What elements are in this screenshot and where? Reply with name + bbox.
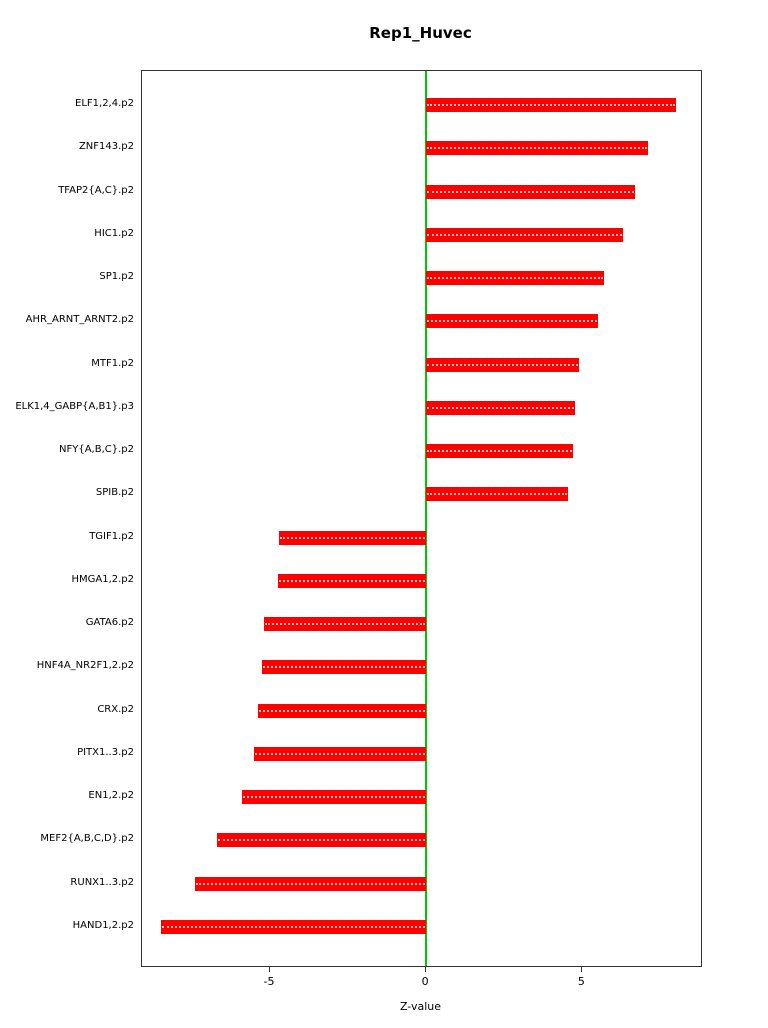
y-tick-label: EN1,2.p2 bbox=[88, 790, 134, 801]
bar bbox=[277, 573, 427, 588]
bar-centerline bbox=[427, 233, 622, 236]
bar bbox=[426, 314, 598, 329]
y-tick-label: CRX.p2 bbox=[97, 703, 134, 715]
bar bbox=[426, 227, 623, 242]
y-tick-label: RUNX1..3.p2 bbox=[70, 876, 134, 888]
y-tick-label: SPIB.p2 bbox=[95, 487, 134, 499]
bar bbox=[160, 919, 427, 934]
bar bbox=[262, 660, 427, 675]
y-tick-label: ELK1,4_GABP{A,B1}.p3 bbox=[15, 400, 134, 412]
bar-centerline bbox=[263, 666, 426, 669]
y-tick-label: HAND1,2.p2 bbox=[72, 919, 134, 931]
y-tick-label: PITX1..3.p2 bbox=[77, 746, 134, 758]
y-tick-label: TFAP2{A,C}.p2 bbox=[58, 184, 134, 196]
bar-centerline bbox=[258, 709, 426, 712]
bar bbox=[426, 184, 636, 199]
bar-centerline bbox=[427, 320, 597, 323]
bar bbox=[195, 876, 427, 891]
bar bbox=[216, 833, 427, 848]
y-tick-label: HIC1.p2 bbox=[94, 227, 134, 239]
bar bbox=[426, 271, 605, 285]
x-axis-title: Z-value bbox=[399, 1000, 442, 1013]
bar-centerline bbox=[196, 882, 426, 885]
bar-centerline bbox=[161, 925, 426, 928]
y-tick-label: MTF1.p2 bbox=[91, 357, 134, 369]
bar bbox=[279, 530, 427, 545]
bar bbox=[426, 444, 573, 458]
x-tick-label: 5 bbox=[577, 975, 585, 988]
y-tick-label: MEF2{A,B,C,D}.p2 bbox=[40, 833, 134, 845]
bar-centerline bbox=[427, 493, 568, 496]
y-tick-label: AHR_ARNT_ARNT2.p2 bbox=[25, 314, 134, 326]
bar-centerline bbox=[278, 579, 426, 582]
bar bbox=[426, 141, 648, 156]
x-tick-label: 0 bbox=[421, 975, 429, 988]
bar-centerline bbox=[427, 147, 647, 150]
y-tick-label: SP1.p2 bbox=[99, 271, 134, 282]
x-tick-mark bbox=[268, 966, 270, 972]
bar bbox=[263, 617, 427, 631]
bar bbox=[426, 400, 575, 415]
x-tick-mark bbox=[424, 966, 426, 972]
bar-centerline bbox=[427, 406, 574, 409]
bar bbox=[257, 703, 427, 718]
y-tick-label: GATA6.p2 bbox=[85, 617, 134, 628]
bar-centerline bbox=[427, 450, 572, 452]
bar-centerline bbox=[280, 536, 426, 539]
bar-centerline bbox=[217, 839, 426, 842]
bar bbox=[426, 487, 569, 502]
bar bbox=[254, 746, 427, 761]
y-axis-labels: ELF1,2,4.p2 ZNF143.p2 TFAP2{A,C}.p2 HIC1.p2… bbox=[0, 70, 134, 965]
chart-title: Rep1_Huvec bbox=[369, 24, 472, 42]
bar-centerline bbox=[255, 752, 426, 755]
bar bbox=[426, 98, 676, 112]
bar-centerline bbox=[242, 796, 426, 798]
bar-centerline bbox=[264, 623, 426, 625]
y-tick-label: ELF1,2,4.p2 bbox=[75, 98, 134, 109]
bar bbox=[426, 357, 580, 372]
zero-line bbox=[425, 71, 428, 966]
y-tick-label: ZNF143.p2 bbox=[78, 141, 134, 153]
x-tick-label: -5 bbox=[263, 975, 275, 988]
bar-centerline bbox=[427, 277, 604, 279]
y-tick-label: NFY{A,B,C}.p2 bbox=[59, 444, 134, 455]
plot-area bbox=[141, 70, 702, 967]
x-tick-mark bbox=[580, 966, 582, 972]
y-tick-label: HNF4A_NR2F1,2.p2 bbox=[36, 660, 134, 672]
bar bbox=[241, 790, 427, 804]
bar-centerline bbox=[427, 363, 579, 366]
bar-centerline bbox=[427, 190, 635, 193]
bar-centerline bbox=[427, 104, 675, 106]
y-tick-label: TGIF1.p2 bbox=[89, 530, 134, 542]
y-tick-label: HMGA1,2.p2 bbox=[71, 573, 134, 585]
